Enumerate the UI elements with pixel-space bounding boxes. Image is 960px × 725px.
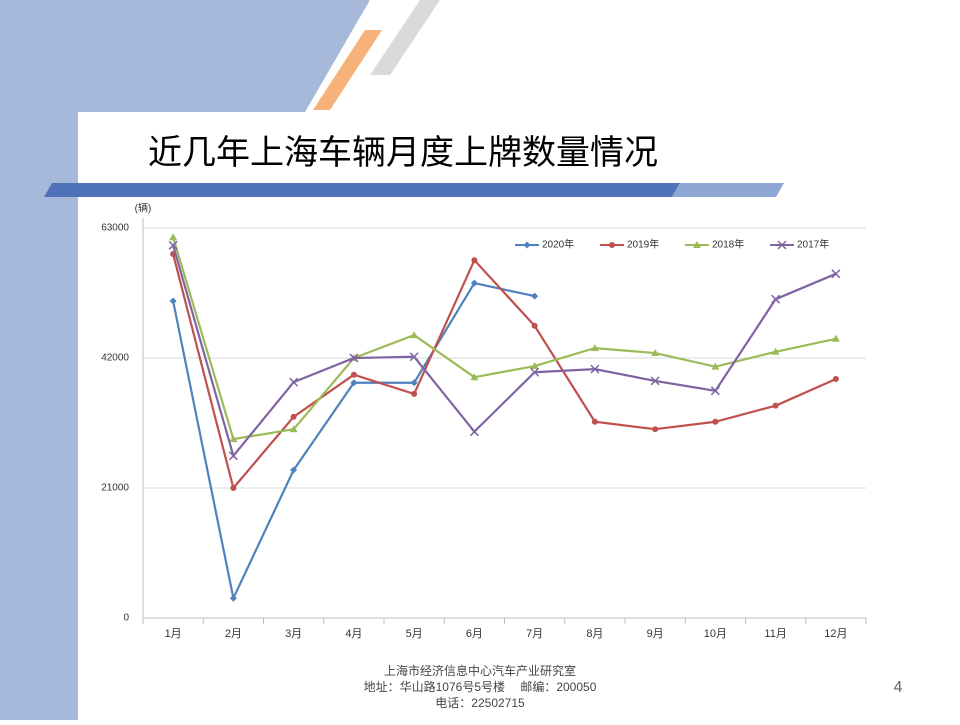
marker: [652, 426, 659, 433]
marker: [710, 386, 720, 396]
stripe-gray: [370, 0, 440, 75]
marker: [832, 376, 839, 383]
marker: [350, 379, 358, 387]
x-tick-label: 4月: [345, 628, 362, 640]
x-tick-label: 1月: [165, 628, 182, 640]
marker: [289, 377, 299, 387]
marker: [531, 292, 539, 300]
x-tick-label: 10月: [704, 628, 727, 640]
marker: [469, 427, 479, 437]
marker: [470, 279, 478, 287]
footer-line: 电话：22502715: [435, 696, 525, 710]
marker: [410, 379, 418, 387]
marker: [169, 233, 178, 241]
marker: [693, 241, 701, 248]
series-line: [172, 245, 837, 459]
series-line: [172, 236, 837, 441]
marker: [410, 331, 419, 339]
marker: [471, 257, 478, 264]
marker: [590, 364, 600, 374]
marker: [229, 594, 237, 602]
marker: [831, 334, 840, 342]
page-number: 4: [894, 679, 903, 696]
left-band: [0, 0, 78, 720]
x-tick-label: 9月: [647, 628, 664, 640]
x-tick-label: 5月: [406, 628, 423, 640]
legend-label: 2018年: [712, 238, 744, 251]
marker: [349, 353, 359, 363]
marker: [530, 367, 540, 377]
marker: [771, 294, 781, 304]
marker: [470, 373, 479, 381]
series-line: [172, 253, 837, 491]
top-band: [0, 0, 370, 112]
chart-title: 近几年上海车辆月度上牌数量情况: [148, 134, 658, 172]
x-tick-label: 7月: [526, 628, 543, 640]
title-bar: [44, 183, 680, 197]
marker: [290, 413, 297, 420]
legend-label: 2020年: [542, 238, 574, 251]
y-tick-label: 63000: [101, 223, 129, 234]
marker: [530, 362, 539, 370]
x-tick-label: 11月: [764, 628, 786, 640]
marker: [650, 376, 660, 386]
marker: [712, 418, 719, 425]
y-tick-label: 42000: [101, 353, 129, 364]
y-axis-label: (辆): [135, 202, 152, 215]
marker: [411, 390, 418, 397]
y-tick-label: 21000: [101, 483, 129, 494]
marker: [229, 435, 238, 443]
footer-line: 上海市经济信息中心汽车产业研究室: [384, 663, 576, 678]
marker: [590, 344, 599, 352]
marker: [289, 425, 298, 433]
marker: [771, 347, 780, 355]
marker: [169, 297, 177, 305]
marker: [651, 349, 660, 357]
y-tick-label: 0: [123, 613, 129, 624]
marker: [531, 322, 538, 329]
x-tick-label: 3月: [285, 628, 302, 640]
marker: [591, 418, 598, 425]
x-tick-label: 12月: [824, 628, 847, 640]
x-tick-label: 2月: [225, 628, 242, 640]
marker: [831, 269, 841, 279]
legend-label: 2019年: [627, 238, 659, 251]
marker: [772, 402, 779, 409]
legend-label: 2017年: [797, 238, 829, 251]
x-tick-label: 6月: [466, 628, 483, 640]
marker: [350, 371, 357, 378]
marker: [609, 242, 615, 248]
marker: [230, 485, 237, 491]
footer-line: 地址：华山路1076号5号楼 邮编：200050: [364, 679, 597, 694]
x-tick-label: 8月: [586, 628, 603, 640]
marker: [290, 466, 298, 474]
marker: [168, 240, 178, 250]
marker: [711, 362, 720, 370]
panel: [78, 112, 960, 720]
marker: [523, 241, 531, 249]
stripe-orange: [313, 30, 382, 110]
marker: [777, 240, 787, 250]
marker: [409, 352, 419, 362]
title-bar-end: [672, 183, 784, 197]
marker: [228, 451, 238, 461]
